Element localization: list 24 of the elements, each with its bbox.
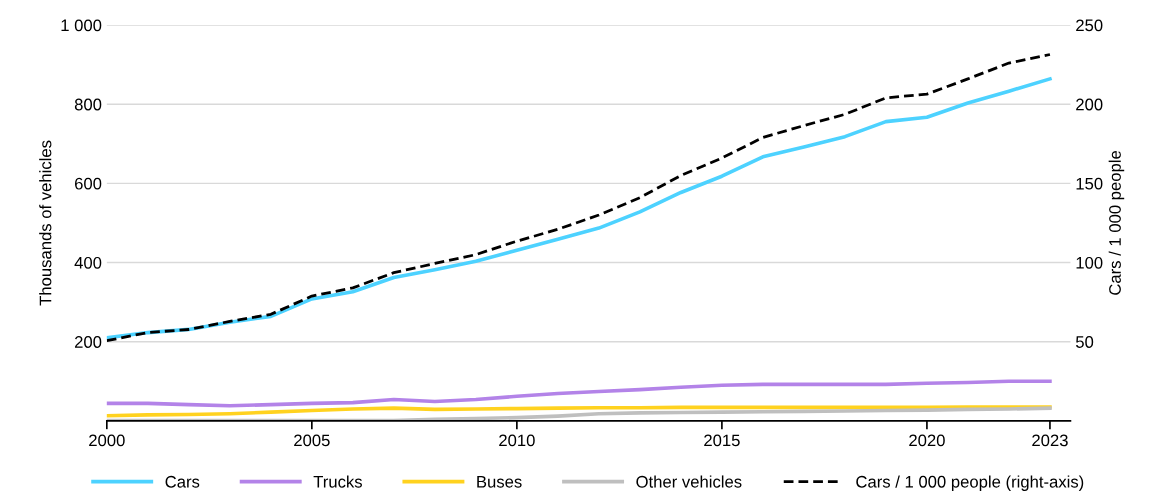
x-tick-label: 2020 <box>909 434 945 447</box>
x-tick-label: 2005 <box>294 434 330 447</box>
legend-label: Other vehicles <box>636 475 742 488</box>
x-tick-label: 2010 <box>499 434 535 447</box>
y-tick-label: 200 <box>74 336 102 348</box>
legend-label: Cars <box>165 475 200 488</box>
y2-tick-label: 150 <box>1076 177 1103 190</box>
y2-tick-label: 200 <box>1076 98 1103 111</box>
x-tick-label: 2000 <box>89 434 125 447</box>
line-series <box>106 379 1052 408</box>
y-tick-label: 1 000 <box>61 19 102 32</box>
legend-label: Buses <box>477 476 522 488</box>
legend-label: Cars / 1 000 people (right-axis) <box>856 475 1084 491</box>
y-axis-title: Thousands of vehicles <box>39 140 52 306</box>
y-tick-label: 800 <box>74 98 102 111</box>
y2-tick-label: 50 <box>1075 336 1094 348</box>
y2-tick-label: 100 <box>1076 256 1103 269</box>
x-tick-label: 2023 <box>1032 434 1068 447</box>
y-tick-label: 600 <box>74 177 102 190</box>
y2-axis-title: Cars / 1 000 people <box>1108 150 1125 295</box>
y-tick-label: 400 <box>74 256 102 269</box>
legend-label: Trucks <box>313 475 362 488</box>
y2-tick-label: 250 <box>1076 19 1103 32</box>
x-tick-label: 2015 <box>704 434 740 447</box>
